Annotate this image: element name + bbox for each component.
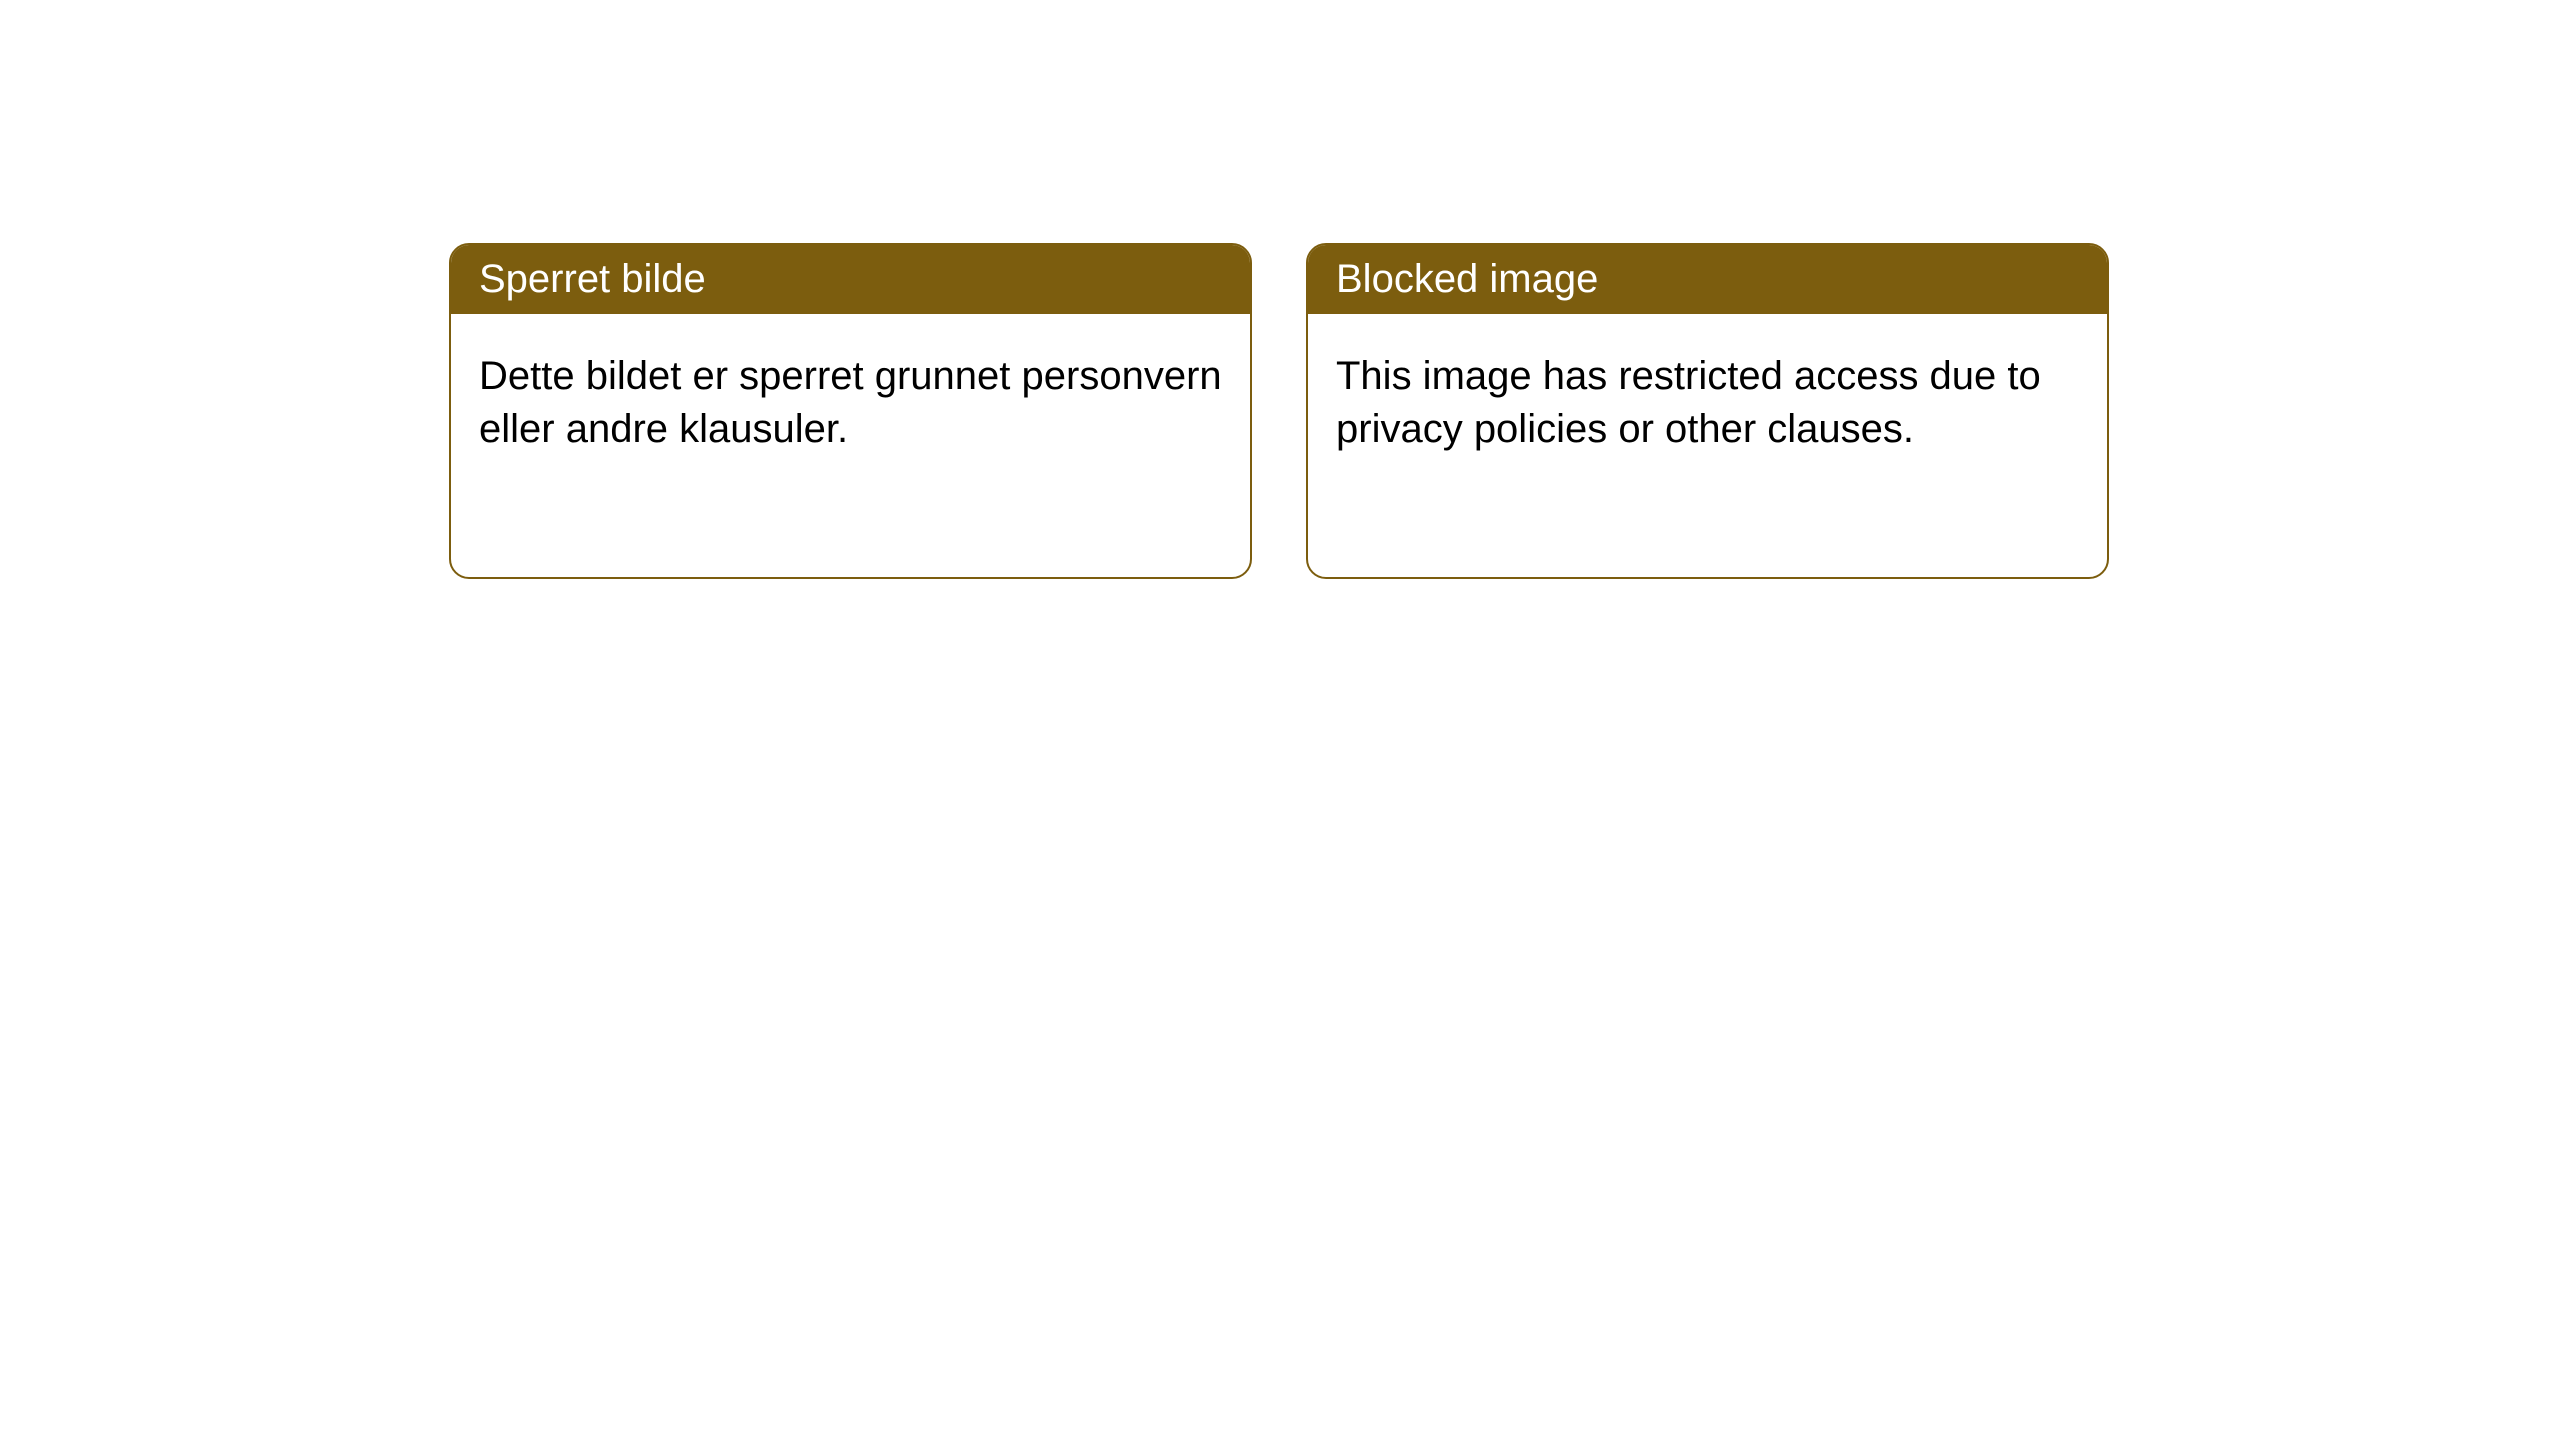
notice-body-text: Dette bildet er sperret grunnet personve… (479, 354, 1222, 451)
notice-body-text: This image has restricted access due to … (1336, 354, 2041, 451)
notice-card-english: Blocked image This image has restricted … (1306, 243, 2109, 579)
notice-body: This image has restricted access due to … (1308, 314, 2107, 492)
notice-card-norwegian: Sperret bilde Dette bildet er sperret gr… (449, 243, 1252, 579)
notice-title: Blocked image (1336, 257, 1598, 301)
notice-container: Sperret bilde Dette bildet er sperret gr… (0, 0, 2560, 579)
notice-body: Dette bildet er sperret grunnet personve… (451, 314, 1250, 492)
notice-title: Sperret bilde (479, 257, 706, 301)
notice-header: Sperret bilde (451, 245, 1250, 314)
notice-header: Blocked image (1308, 245, 2107, 314)
